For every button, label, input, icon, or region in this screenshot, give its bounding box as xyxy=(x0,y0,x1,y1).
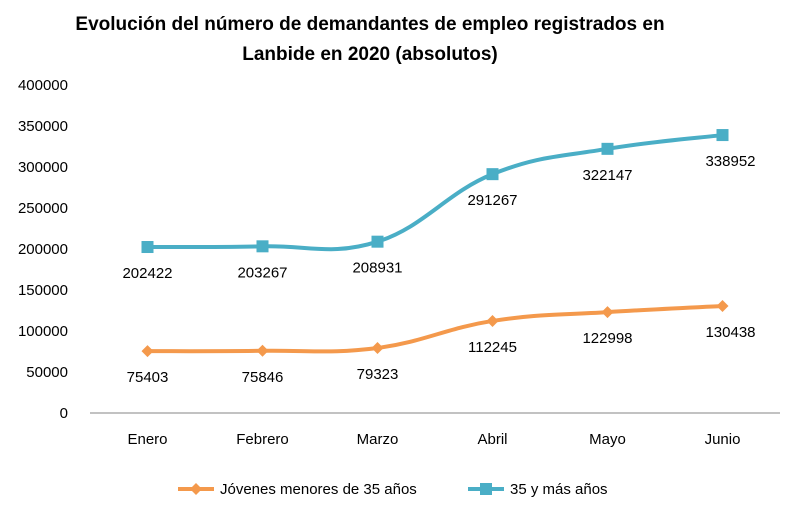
series-mas-35: 202422 203267 208931 291267 322147 338952 xyxy=(122,129,756,282)
data-label: 322147 xyxy=(582,167,632,184)
x-tick-label: Febrero xyxy=(236,431,289,448)
series-jovenes: 75403 75846 79323 112245 122998 130438 xyxy=(127,300,756,386)
data-point xyxy=(141,241,154,254)
y-axis: 0 50000 100000 150000 200000 250000 300000 3500… xyxy=(18,77,68,422)
y-tick-label: 200000 xyxy=(18,241,68,258)
x-tick-label: Marzo xyxy=(357,431,399,448)
x-axis: Enero Febrero Marzo Abril Mayo Junio xyxy=(90,412,780,448)
chart-title: Evolución del número de demandantes de e… xyxy=(0,10,740,70)
data-point xyxy=(601,306,614,319)
legend-label: Jóvenes menores de 35 años xyxy=(220,481,417,498)
data-point xyxy=(486,168,499,181)
data-point xyxy=(486,314,499,327)
data-point xyxy=(256,344,269,357)
y-tick-label: 150000 xyxy=(18,282,68,299)
data-label: 203267 xyxy=(237,264,287,281)
series-line xyxy=(145,133,725,252)
data-label: 79323 xyxy=(357,366,399,383)
data-point xyxy=(371,341,384,354)
data-label: 291267 xyxy=(467,192,517,209)
data-point xyxy=(256,240,269,253)
x-tick-label: Mayo xyxy=(589,431,626,448)
data-point xyxy=(716,129,729,142)
data-point xyxy=(716,300,729,313)
data-label: 122998 xyxy=(582,330,632,347)
data-label: 75846 xyxy=(242,369,284,386)
legend-item: 35 y más años xyxy=(468,481,608,498)
data-point xyxy=(601,142,614,155)
data-point xyxy=(141,345,154,358)
y-tick-label: 50000 xyxy=(26,364,68,381)
data-label: 338952 xyxy=(705,153,755,170)
x-tick-label: Junio xyxy=(705,431,741,448)
y-tick-label: 400000 xyxy=(18,77,68,94)
legend-marker xyxy=(190,483,202,495)
y-tick-label: 0 xyxy=(60,405,68,422)
series-line xyxy=(145,304,725,354)
data-label: 130438 xyxy=(705,324,755,341)
y-tick-label: 300000 xyxy=(18,159,68,176)
data-label: 75403 xyxy=(127,369,169,386)
data-label: 202422 xyxy=(122,265,172,282)
legend: Jóvenes menores de 35 años 35 y más años xyxy=(178,481,608,498)
data-label: 208931 xyxy=(352,260,402,277)
legend-label: 35 y más años xyxy=(510,481,608,498)
data-label: 112245 xyxy=(468,339,517,356)
legend-item: Jóvenes menores de 35 años xyxy=(178,481,417,498)
y-tick-label: 250000 xyxy=(18,200,68,217)
chart-title-line-2: Lanbide en 2020 (absolutos) xyxy=(242,44,498,65)
y-tick-label: 350000 xyxy=(18,118,68,135)
x-tick-label: Abril xyxy=(477,431,507,448)
data-point xyxy=(371,235,384,248)
x-tick-label: Enero xyxy=(127,431,167,448)
legend-marker xyxy=(480,483,492,495)
chart-title-line-1: Evolución del número de demandantes de e… xyxy=(75,14,665,35)
y-tick-label: 100000 xyxy=(18,323,68,340)
